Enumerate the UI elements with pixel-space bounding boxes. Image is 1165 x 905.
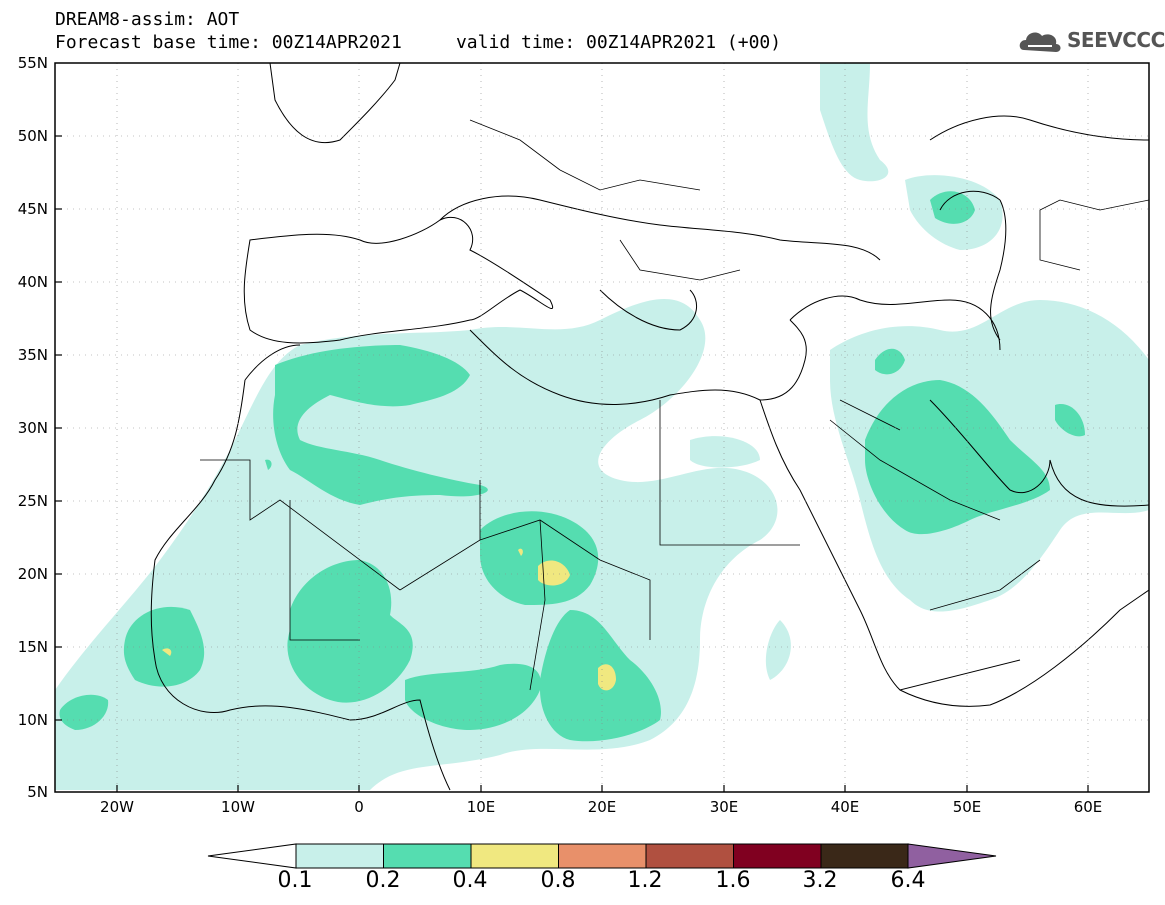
lon-label: 30E (709, 798, 739, 816)
colorbar-low-arrow (207, 843, 297, 869)
colorbar-label: 1.2 (627, 868, 663, 893)
lat-label: 50N (17, 127, 48, 145)
lat-label: 25N (17, 492, 48, 510)
map-title: DREAM8-assim: AOT (55, 9, 240, 30)
logo-text: SEEVCCC (1067, 28, 1165, 52)
colorbar-cell (295, 843, 384, 869)
colorbar-label: 3.2 (802, 868, 838, 893)
lat-label: 30N (17, 419, 48, 437)
lon-label: 10E (466, 798, 496, 816)
colorbar-cell (733, 843, 822, 869)
lon-label: 10W (221, 798, 255, 816)
lat-label: 45N (17, 200, 48, 218)
colorbar-label: 0.2 (365, 868, 401, 893)
lat-label: 5N (27, 783, 48, 801)
forecast-time: Forecast base time: 00Z14APR2021 valid t… (55, 32, 782, 53)
colorbar-cell (470, 843, 559, 869)
colorbar-label: 0.8 (540, 868, 576, 893)
graticule (55, 63, 1149, 792)
lat-label: 55N (17, 54, 48, 72)
lat-label: 15N (17, 638, 48, 656)
lon-label: 50E (952, 798, 982, 816)
coastlines (150, 63, 1149, 791)
lat-label: 40N (17, 273, 48, 291)
colorbar-cell (558, 843, 647, 869)
colorbar-label: 0.4 (452, 868, 488, 893)
colorbar-cell (645, 843, 734, 869)
colorbar-cell (383, 843, 472, 869)
lon-label: 0 (354, 798, 364, 816)
colorbar-high-arrow (907, 843, 997, 869)
lon-label: 40E (830, 798, 860, 816)
colorbar-label: 6.4 (890, 868, 926, 893)
lon-label: 20E (587, 798, 617, 816)
colorbar-cell (820, 843, 909, 869)
lat-label: 10N (17, 711, 48, 729)
country-borders (200, 119, 1149, 691)
lat-label: 20N (17, 565, 48, 583)
cloud-logo-icon (1019, 32, 1061, 52)
axis-ticks (55, 135, 1089, 792)
lat-label: 35N (17, 346, 48, 364)
aot-field-high (162, 548, 616, 691)
lon-label: 20W (100, 798, 134, 816)
colorbar-label: 1.6 (715, 868, 751, 893)
colorbar-label: 0.1 (277, 868, 313, 893)
lon-label: 60E (1073, 798, 1103, 816)
